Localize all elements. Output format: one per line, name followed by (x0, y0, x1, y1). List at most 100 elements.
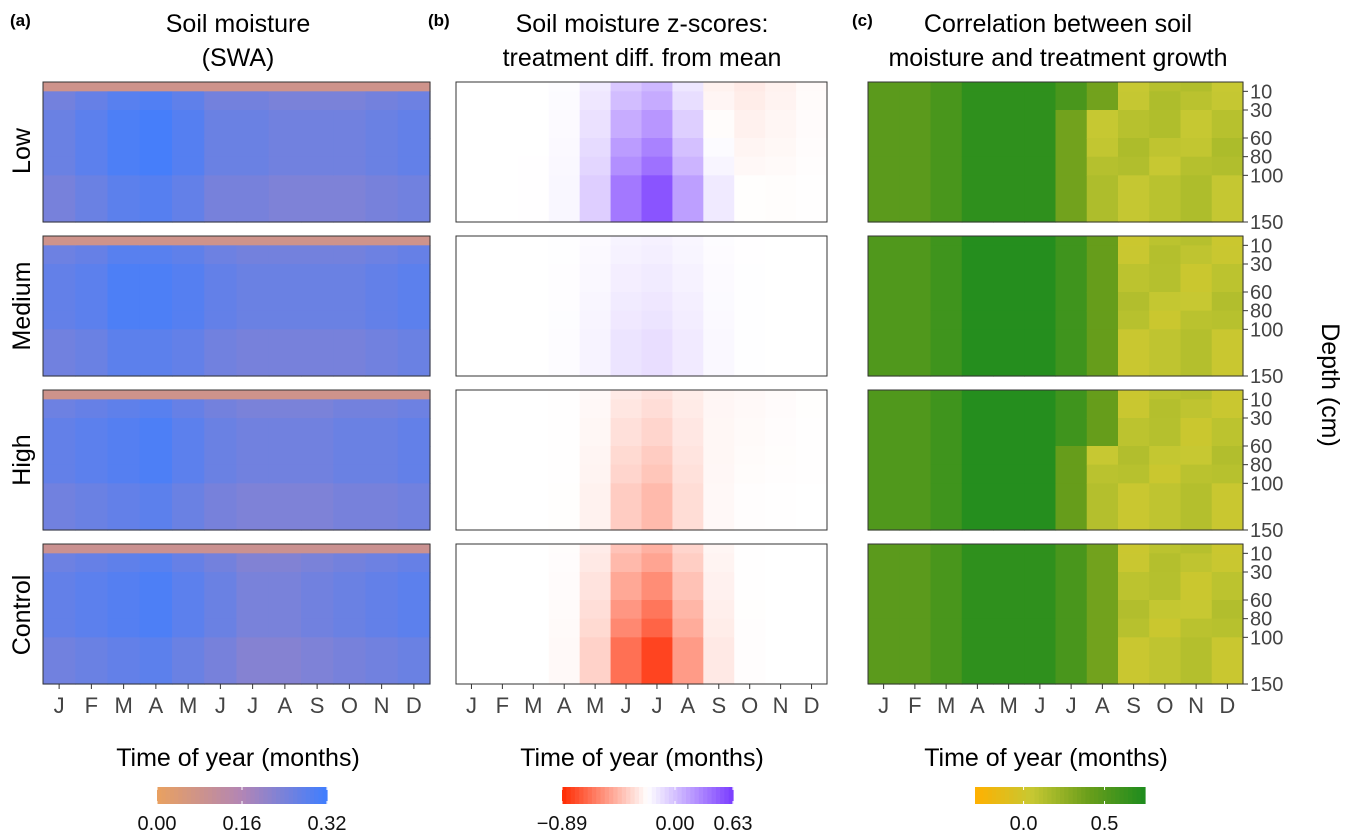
colorbar-segment (698, 787, 704, 804)
heatmap-cell (172, 110, 205, 139)
heatmap-cell (43, 292, 76, 312)
x-tick-label: M (114, 693, 132, 718)
heatmap-cell (1086, 390, 1119, 400)
heatmap-cell (703, 390, 735, 400)
heatmap-cell (868, 264, 900, 293)
heatmap-cell (930, 544, 963, 554)
colorbar-segment (1102, 787, 1108, 804)
heatmap-cell (703, 446, 735, 466)
heatmap-cell (486, 618, 519, 638)
heatmap-cell (610, 156, 643, 176)
heatmap-cell (734, 544, 766, 554)
heatmap-cell (1024, 446, 1057, 466)
heatmap-cell (993, 600, 1025, 620)
heatmap-cell (333, 464, 367, 484)
heatmap-cell (641, 156, 674, 176)
heatmap-cell (397, 637, 431, 685)
heatmap-cell (268, 91, 302, 111)
colorbar-segment (284, 787, 290, 804)
heatmap-cell (993, 236, 1025, 246)
heatmap-cell (641, 572, 674, 601)
heatmap-cell (796, 390, 828, 400)
heatmap-cell (397, 156, 431, 176)
heatmap-cell (1055, 310, 1088, 330)
heatmap-cell (365, 156, 399, 176)
heatmap-cell (1118, 618, 1150, 638)
heatmap-cell (868, 572, 900, 601)
heatmap-cell (765, 418, 797, 447)
heatmap-cell (548, 245, 581, 265)
heatmap-cell (1211, 390, 1244, 400)
colorbar-segment (613, 787, 619, 804)
heatmap-cell (301, 156, 334, 176)
heatmap-cell (765, 572, 797, 601)
heatmap-cell (301, 91, 334, 111)
heatmap-cell (961, 175, 994, 223)
heatmap-cell (204, 292, 238, 312)
heatmap-cell (579, 91, 612, 111)
heatmap-cell (333, 637, 367, 685)
panel-c-letter: (c) (852, 11, 873, 30)
heatmap-cell (139, 292, 173, 312)
heatmap-cell (579, 110, 612, 139)
heatmap-cell (641, 91, 674, 111)
colorbar-segment (1064, 787, 1070, 804)
heatmap-cell (734, 446, 766, 466)
heatmap-border (867, 235, 1244, 377)
heatmap-cell (75, 236, 109, 246)
heatmap-cell (75, 483, 109, 531)
colorbar-segment (310, 787, 315, 804)
colorbar-segment (263, 787, 269, 804)
heatmap-border (867, 81, 1244, 223)
heatmap-cell (993, 572, 1025, 601)
heatmap-cell (1024, 310, 1057, 330)
heatmap-cell (1211, 446, 1244, 466)
heatmap-cell (930, 329, 963, 377)
heatmap-cell (796, 110, 828, 139)
heatmap-cell (1024, 156, 1057, 176)
heatmap-cell (868, 446, 900, 466)
heatmap-cell (75, 264, 109, 293)
colorbar-segment (1119, 787, 1125, 804)
heatmap-cell (397, 390, 431, 400)
colorbar-segment (630, 787, 636, 804)
colorbar-segment (1140, 787, 1146, 804)
heatmap-cell (796, 572, 828, 601)
heatmap-cell (548, 264, 581, 293)
heatmap-cell (930, 390, 963, 400)
heatmap-cell (204, 544, 238, 554)
heatmap-cell (236, 572, 270, 601)
heatmap-cell (397, 553, 431, 573)
heatmap-cell (961, 464, 994, 484)
heatmap-cell (868, 138, 900, 158)
heatmap-cell (1086, 618, 1119, 638)
colorbar-segment (1068, 787, 1074, 804)
heatmap-cell (579, 618, 612, 638)
heatmap-cell (641, 418, 674, 447)
heatmap-cell (1211, 310, 1244, 330)
heatmap-cell (456, 418, 488, 447)
heatmap-cell (1086, 418, 1119, 447)
colorbar-segment (1094, 787, 1099, 804)
heatmap-cell (734, 637, 766, 685)
heatmap-cell (672, 399, 704, 419)
heatmap-cell (268, 329, 302, 377)
depth-tick-label: 10 (1250, 543, 1272, 565)
heatmap-cell (1024, 82, 1057, 92)
heatmap-cell (961, 264, 994, 293)
heatmap-cell (672, 138, 704, 158)
heatmap-cell (333, 310, 367, 330)
heatmap-cell (107, 544, 141, 554)
heatmap-cell (1118, 464, 1150, 484)
heatmap-cell (172, 390, 205, 400)
heatmap-cell (993, 138, 1025, 158)
heatmap-cell (333, 418, 367, 447)
heatmap-cell (75, 156, 109, 176)
x-tick-label: M (937, 693, 955, 718)
heatmap-cell (796, 553, 828, 573)
heatmap-cell (1118, 138, 1150, 158)
heatmap-cell (397, 264, 431, 293)
colorbar-segment (1132, 787, 1138, 804)
heatmap-cell (517, 572, 550, 601)
heatmap-cell (993, 618, 1025, 638)
